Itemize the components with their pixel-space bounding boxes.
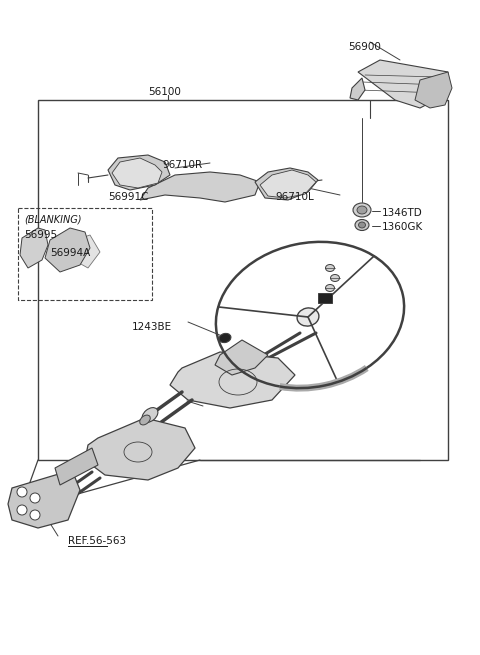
Text: (BLANKING): (BLANKING) [24, 215, 82, 225]
Ellipse shape [325, 284, 335, 291]
Ellipse shape [331, 274, 339, 282]
Polygon shape [260, 170, 316, 198]
Ellipse shape [140, 415, 150, 425]
Ellipse shape [355, 219, 369, 231]
Polygon shape [112, 158, 162, 188]
Text: 56995: 56995 [24, 230, 57, 240]
Bar [38, 100, 448, 460]
Polygon shape [415, 72, 452, 108]
Ellipse shape [219, 333, 231, 343]
Polygon shape [108, 155, 170, 190]
Polygon shape [350, 78, 365, 100]
Text: 56994A: 56994A [50, 248, 90, 258]
Ellipse shape [297, 308, 319, 326]
Text: 1360GK: 1360GK [382, 222, 423, 232]
Bar [18, 208, 152, 300]
Text: 56100: 56100 [148, 87, 181, 97]
Text: 1243BE: 1243BE [132, 322, 172, 332]
Text: 56991C: 56991C [108, 192, 148, 202]
Polygon shape [170, 352, 295, 408]
Ellipse shape [325, 265, 335, 272]
Polygon shape [85, 418, 195, 480]
Polygon shape [255, 168, 318, 200]
Polygon shape [45, 228, 90, 272]
Polygon shape [8, 470, 80, 528]
Text: 96710L: 96710L [275, 192, 314, 202]
Ellipse shape [142, 407, 158, 422]
Polygon shape [55, 448, 98, 485]
Ellipse shape [359, 222, 365, 228]
Circle shape [30, 510, 40, 520]
Polygon shape [140, 172, 260, 202]
Text: 56900: 56900 [348, 42, 381, 52]
Circle shape [30, 493, 40, 503]
Circle shape [17, 487, 27, 497]
Text: REF.56-563: REF.56-563 [68, 536, 126, 546]
Circle shape [17, 505, 27, 515]
Text: 96710R: 96710R [162, 160, 202, 170]
Polygon shape [215, 340, 268, 375]
Polygon shape [20, 228, 48, 268]
Ellipse shape [353, 203, 371, 217]
Ellipse shape [357, 206, 367, 214]
Bar [318, 293, 332, 303]
Polygon shape [52, 235, 100, 268]
Polygon shape [358, 60, 448, 108]
Text: 1346TD: 1346TD [382, 208, 423, 218]
